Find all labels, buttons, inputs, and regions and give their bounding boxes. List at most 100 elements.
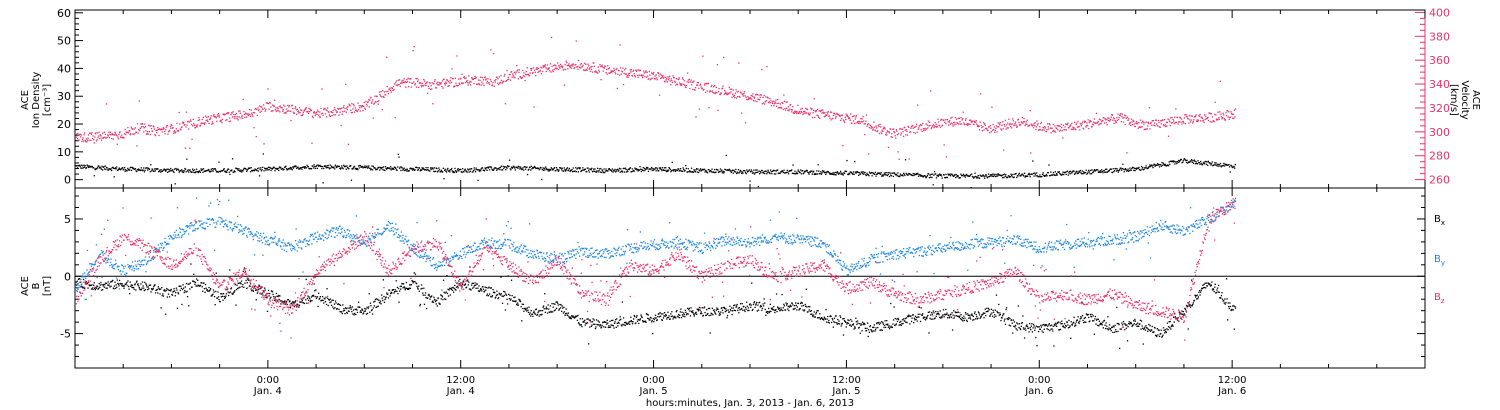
- data-point: [204, 122, 206, 124]
- data-point: [1124, 169, 1126, 171]
- data-point: [906, 173, 908, 176]
- data-point: [421, 167, 423, 169]
- data-point: [381, 166, 383, 169]
- data-point: [918, 127, 920, 129]
- data-point: [121, 167, 124, 169]
- data-point: [909, 173, 911, 175]
- data-point: [1070, 128, 1072, 130]
- data-point: [1095, 169, 1097, 172]
- data-point: [962, 118, 964, 120]
- data-point: [1213, 121, 1215, 123]
- data-point: [569, 64, 571, 67]
- data-point: [1009, 125, 1012, 128]
- data-point: [199, 284, 202, 287]
- data-point: [466, 171, 468, 173]
- data-point: [422, 167, 425, 169]
- data-point: [575, 167, 577, 169]
- data-point: [579, 318, 581, 320]
- data-point: [424, 292, 427, 294]
- data-point: [543, 169, 545, 171]
- data-point: [1048, 123, 1050, 125]
- data-point: [398, 83, 400, 86]
- data-point: [233, 113, 235, 116]
- data-point: [762, 102, 765, 104]
- data-point: [861, 118, 863, 120]
- data-point: [541, 70, 544, 73]
- data-point: [631, 75, 634, 77]
- data-point: [490, 287, 492, 289]
- data-point: [791, 172, 794, 174]
- series-velocity: [75, 36, 1237, 160]
- data-point: [697, 171, 700, 174]
- data-point: [221, 122, 223, 124]
- data-point: [716, 92, 718, 94]
- data-point: [488, 286, 490, 288]
- data-point: [720, 170, 722, 172]
- data-point: [332, 167, 335, 169]
- data-point: [1183, 122, 1185, 124]
- data-point: [900, 174, 902, 177]
- data-point: [671, 161, 673, 163]
- data-point: [199, 124, 202, 127]
- data-point: [528, 306, 530, 308]
- data-point: [1207, 164, 1209, 166]
- data-point: [1053, 129, 1055, 131]
- data-point: [1058, 130, 1061, 132]
- data-point: [197, 119, 199, 122]
- data-point: [270, 169, 272, 172]
- data-point: [433, 83, 435, 85]
- data-point: [1179, 117, 1181, 119]
- data-point: [342, 168, 344, 170]
- data-point: [902, 175, 904, 177]
- data-point: [209, 289, 211, 291]
- data-point: [109, 281, 112, 283]
- data-point: [540, 73, 543, 75]
- data-point: [532, 71, 534, 74]
- data-point: [684, 169, 686, 172]
- data-point: [204, 291, 206, 293]
- data-point: [379, 93, 381, 96]
- data-point: [435, 87, 437, 89]
- data-point: [1200, 160, 1202, 163]
- data-point: [539, 70, 541, 73]
- data-point: [1005, 124, 1008, 126]
- data-point: [1114, 119, 1116, 122]
- data-point: [97, 137, 99, 139]
- data-point: [144, 123, 146, 125]
- data-point: [644, 169, 646, 171]
- data-point: [84, 287, 86, 290]
- data-point: [936, 125, 938, 127]
- data-point: [404, 287, 406, 289]
- data-point: [419, 82, 422, 84]
- data-point: [144, 169, 146, 171]
- data-point: [993, 175, 995, 178]
- data-point: [728, 169, 730, 171]
- data-point: [568, 167, 570, 170]
- y-tick-label: 280: [1429, 150, 1450, 163]
- data-point: [797, 112, 800, 114]
- data-point: [1079, 169, 1082, 172]
- data-point: [193, 273, 195, 275]
- data-point: [509, 299, 512, 301]
- data-point: [881, 129, 883, 131]
- data-point: [605, 72, 607, 74]
- data-point: [1196, 163, 1199, 165]
- data-point: [343, 309, 346, 312]
- data-point: [104, 284, 106, 286]
- data-point: [1092, 171, 1094, 173]
- data-point: [770, 105, 773, 107]
- data-point: [594, 71, 596, 73]
- data-point: [796, 173, 799, 175]
- data-point: [1165, 165, 1168, 167]
- data-point: [660, 74, 662, 76]
- data-point: [757, 98, 760, 100]
- data-point: [866, 172, 868, 174]
- data-point: [367, 101, 369, 103]
- data-point: [632, 170, 634, 172]
- data-point: [484, 286, 486, 288]
- data-point: [597, 320, 599, 322]
- data-point: [289, 110, 292, 112]
- data-point: [243, 110, 245, 113]
- data-point: [534, 69, 536, 71]
- data-point: [661, 77, 663, 79]
